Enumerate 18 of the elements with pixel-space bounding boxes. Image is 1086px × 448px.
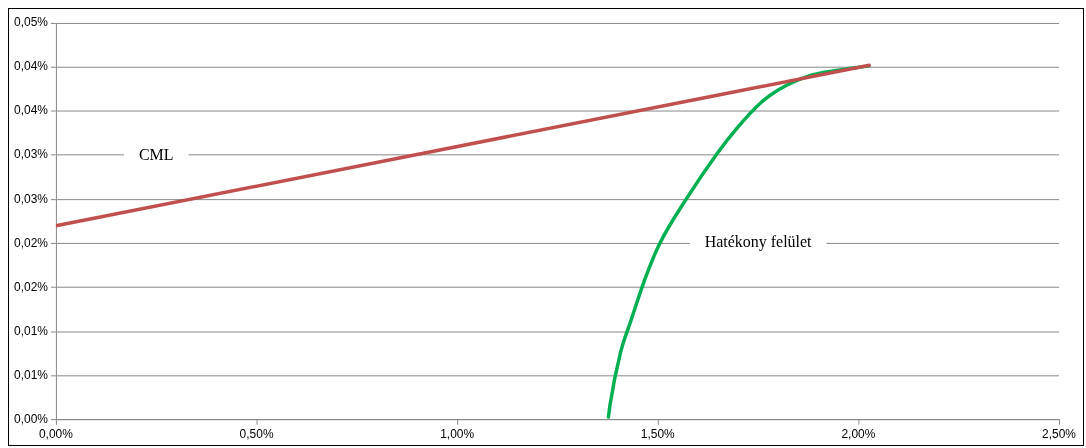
y-tick-label: 0,04% bbox=[14, 103, 49, 118]
y-tick-label: 0,05% bbox=[14, 15, 49, 30]
y-tick-label: 0,04% bbox=[14, 59, 49, 74]
y-tick-label: 0,01% bbox=[14, 367, 49, 382]
text: Hatékony felület bbox=[704, 233, 813, 252]
y-tick-label: 0,01% bbox=[14, 323, 49, 338]
y-tick-label: 0,02% bbox=[14, 279, 49, 294]
y-tick-label: 0,03% bbox=[14, 147, 49, 162]
x-tick-label: 2,50% bbox=[1042, 427, 1077, 442]
x-tick-label: 2,00% bbox=[841, 427, 876, 442]
text: CML bbox=[138, 146, 174, 164]
y-tick-label: 0,03% bbox=[14, 191, 49, 206]
y-tick-label: 0,02% bbox=[14, 235, 49, 250]
x-tick-label: 1,50% bbox=[640, 427, 676, 442]
y-tick-label: 0,00% bbox=[14, 412, 49, 427]
x-tick-label: 0,00% bbox=[38, 427, 74, 442]
x-tick-label: 1,00% bbox=[440, 427, 475, 442]
x-tick-label: 0,50% bbox=[239, 427, 274, 442]
